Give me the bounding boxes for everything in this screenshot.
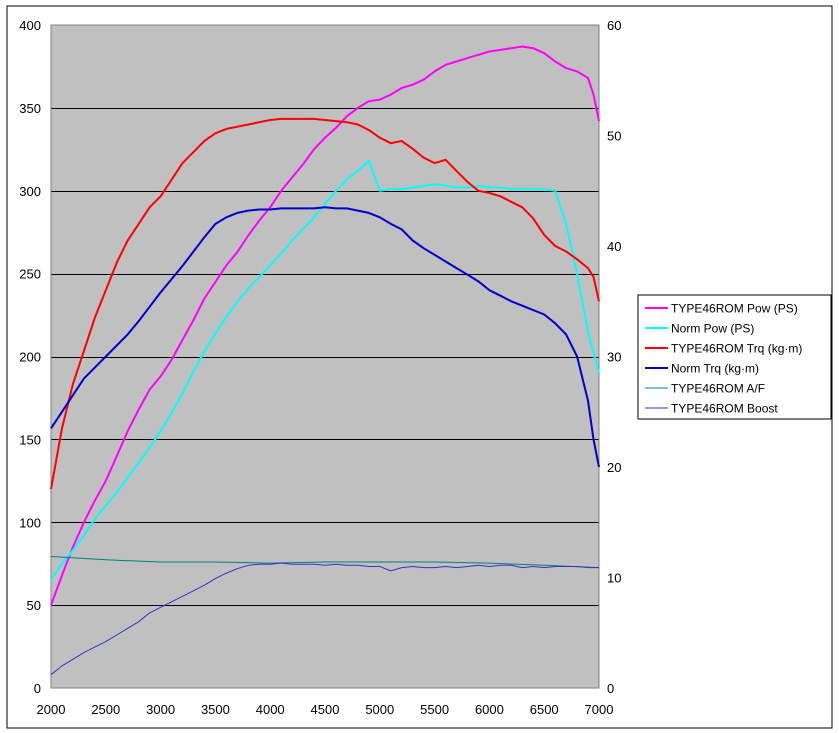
x-tick-label: 3000 [146, 702, 175, 717]
axes: 0501001502002503003504000102030405060200… [19, 18, 621, 717]
y-tick-label-right: 0 [607, 681, 614, 696]
y-tick-label-left: 250 [19, 267, 41, 282]
y-tick-label-right: 20 [607, 460, 621, 475]
y-tick-label-left: 400 [19, 18, 41, 33]
grid-lines [51, 108, 599, 606]
series-line-4 [50, 206, 600, 468]
series-line-2 [50, 159, 600, 581]
y-tick-label-left: 100 [19, 515, 41, 530]
legend-label-1: TYPE46ROM Pow (PS) [671, 302, 798, 316]
x-tick-label: 3500 [201, 702, 230, 717]
legend-label-6: TYPE46ROM Boost [671, 402, 778, 416]
plot-area [50, 24, 600, 689]
y-tick-label-left: 50 [27, 598, 41, 613]
y-tick-label-left: 150 [19, 432, 41, 447]
series-line-3 [50, 117, 600, 490]
series-lines [50, 45, 600, 676]
legend-label-5: TYPE46ROM A/F [671, 382, 765, 396]
x-tick-label: 6500 [530, 702, 559, 717]
series-line-5 [50, 556, 600, 569]
x-tick-label: 2500 [91, 702, 120, 717]
x-tick-label: 2000 [37, 702, 66, 717]
y-tick-label-right: 10 [607, 571, 621, 586]
x-tick-label: 6000 [475, 702, 504, 717]
legend: TYPE46ROM Pow (PS) Norm Pow (PS) TYPE46ROM… [637, 294, 832, 420]
y-tick-label-right: 60 [607, 18, 621, 33]
y-tick-label-left: 350 [19, 101, 41, 116]
y-tick-label-left: 200 [19, 350, 41, 365]
y-tick-label-right: 30 [607, 350, 621, 365]
x-tick-label: 7000 [585, 702, 614, 717]
y-tick-label-right: 40 [607, 239, 621, 254]
series-line-1 [50, 45, 600, 606]
legend-label-2: Norm Pow (PS) [671, 322, 754, 336]
legend-label-3: TYPE46ROM Trq (kg·m) [671, 342, 802, 356]
x-tick-label: 4000 [256, 702, 285, 717]
y-tick-label-right: 50 [607, 129, 621, 144]
x-tick-label: 5500 [420, 702, 449, 717]
series-line-6 [50, 562, 599, 676]
legend-box [637, 294, 832, 420]
legend-label-4: Norm Trq (kg·m) [671, 362, 759, 376]
y-tick-label-left: 300 [19, 184, 41, 199]
y-tick-label-left: 0 [34, 681, 41, 696]
x-tick-label: 4500 [311, 702, 340, 717]
x-tick-label: 5000 [365, 702, 394, 717]
